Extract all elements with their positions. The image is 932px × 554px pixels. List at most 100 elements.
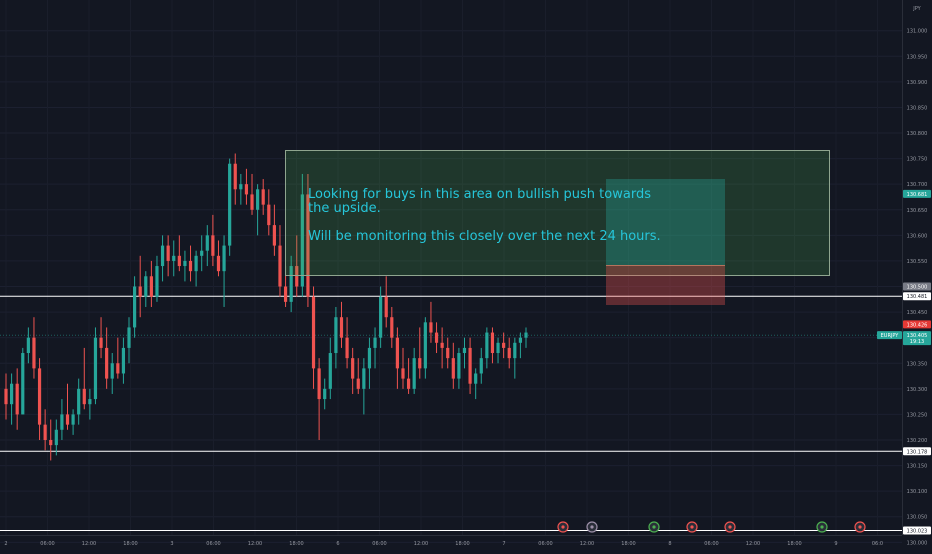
y-tick-label: 130.650 (907, 208, 928, 214)
candle-body (462, 347, 467, 354)
y-tick-label: 130.800 (907, 131, 928, 137)
long-position-stop-zone[interactable] (606, 266, 725, 305)
candle-body (401, 368, 405, 379)
level-2-tag: 130.178 (907, 449, 928, 455)
level-1-tag: 130.481 (907, 294, 928, 300)
event-marker-dot (820, 525, 824, 529)
x-tick-label: 06:00 (40, 541, 54, 547)
x-tick-label: 18:00 (455, 541, 469, 547)
candle-body (306, 194, 310, 297)
annotation-note[interactable]: Looking for buys in this area on bullish… (308, 188, 668, 258)
candle-body (490, 332, 495, 354)
symbol-tag-bg (877, 331, 902, 340)
candle-body (43, 424, 47, 440)
candle-body (54, 429, 58, 446)
event-marker-dot (858, 525, 862, 529)
candle-body (155, 266, 159, 297)
currency-label: JPY (912, 6, 921, 12)
y-tick-label: 130.600 (907, 233, 928, 239)
x-tick-label: 06:00 (538, 541, 552, 547)
candle-body (457, 353, 461, 379)
event-marker-dot (652, 525, 656, 529)
candle-body (384, 296, 388, 318)
candle-body (15, 383, 19, 415)
candle-body (390, 317, 394, 338)
candle-body (524, 332, 528, 338)
event-marker-dot (561, 525, 565, 529)
candle-body (121, 347, 126, 374)
candle-body (93, 337, 98, 400)
candle-body (194, 255, 198, 272)
level-3-tag: 130.023 (907, 529, 928, 535)
candle-body (82, 388, 86, 405)
x-tick-label: 12:00 (82, 541, 96, 547)
y-tick-label: 130.100 (907, 489, 928, 495)
candle-body (317, 368, 321, 400)
candle-body (283, 286, 288, 302)
x-tick-label: 3 (170, 541, 173, 547)
y-tick-label: 130.850 (907, 105, 928, 111)
candle-body (49, 440, 53, 446)
candle-body (474, 373, 478, 384)
x-tick-label: 6 (336, 541, 339, 547)
candle-body (138, 286, 142, 297)
x-tick-label: 18:00 (621, 541, 635, 547)
candle-body (105, 347, 109, 379)
candle-body (21, 353, 25, 415)
candle-body (222, 245, 226, 272)
symbol-tag: EURJPY (881, 333, 900, 339)
candle-body (351, 358, 355, 379)
candle-body (26, 337, 30, 354)
candle-body (71, 414, 75, 425)
candle-body (451, 358, 455, 379)
candle-body (502, 342, 506, 348)
candle-body (429, 322, 433, 333)
candle-body (110, 363, 114, 379)
candle-body (267, 204, 271, 226)
candle-body (323, 388, 327, 400)
candle-body (250, 194, 254, 210)
long-position-target-zone[interactable] (606, 179, 725, 266)
y-tick-label: 130.550 (907, 259, 928, 265)
x-tick-label: 9 (834, 541, 837, 547)
candle-body (216, 255, 221, 272)
x-tick-label: 06:00 (372, 541, 386, 547)
y-tick-label: 130.900 (907, 80, 928, 86)
x-tick-label: 8 (668, 541, 671, 547)
candle-body (37, 368, 42, 425)
annotation-zone[interactable] (285, 150, 830, 276)
candle-body (289, 266, 293, 302)
y-tick-label: 130.450 (907, 310, 928, 316)
candle-body (507, 347, 511, 359)
candle-body (367, 347, 372, 369)
candle-body (228, 163, 232, 246)
y-tick-label: 130.950 (907, 54, 928, 60)
level-1-tag-bg (903, 292, 931, 301)
x-tick-label: 12:00 (746, 541, 760, 547)
candle-body (379, 296, 383, 338)
candle-body (188, 260, 193, 272)
y-tick-label: 130.750 (907, 157, 928, 163)
candle-body (133, 286, 137, 328)
candle-body (513, 342, 517, 359)
candle-body (205, 235, 209, 251)
stop-price-tag: 130.426 (907, 322, 928, 328)
y-tick-label: 131.000 (907, 29, 928, 35)
y-tick-label: 130.700 (907, 182, 928, 188)
candle-body (77, 388, 81, 415)
x-tick-label: 06:0 (872, 541, 883, 547)
level-2-tag-bg (903, 447, 931, 456)
candle-body (244, 184, 249, 195)
candle-body (418, 358, 422, 369)
candle-body (261, 189, 265, 205)
candle-body (339, 317, 344, 338)
candle-body (311, 296, 316, 369)
candle-body (183, 260, 187, 267)
y-tick-label: 130.200 (907, 438, 928, 444)
candle-body (32, 337, 36, 369)
y-tick-label: 130.250 (907, 412, 928, 418)
x-tick-label: 12:00 (414, 541, 428, 547)
y-tick-label: 130.300 (907, 387, 928, 393)
y-tick-label: 130.000 (907, 540, 928, 546)
